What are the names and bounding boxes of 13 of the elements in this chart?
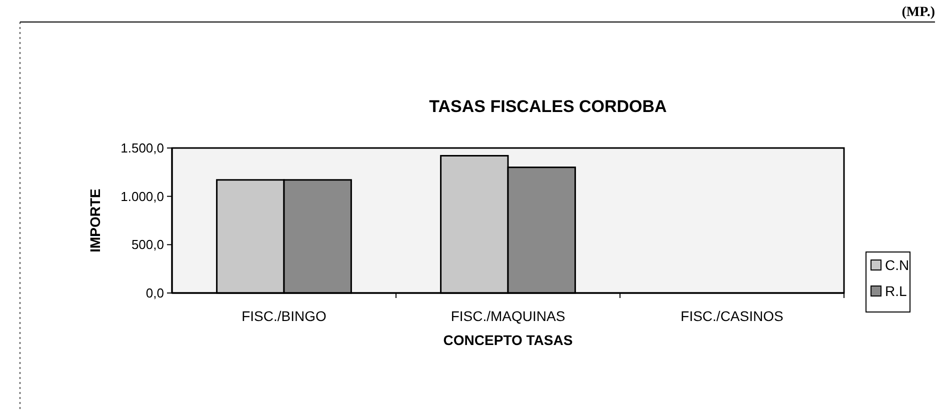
chart-title: TASAS FISCALES CORDOBA [429,97,667,116]
text: (MP.) [902,5,936,20]
y-tick-label: 1.500,0 [120,140,164,156]
x-axis-title: CONCEPTO TASAS [443,332,573,348]
legend-label: C.N [885,256,910,273]
legend-label: R.L [885,282,907,299]
y-tick-label: 1.000,0 [120,188,164,204]
y-tick-label: 500,0 [131,237,164,252]
x-tick-label: FISC./BINGO [242,308,326,324]
x-tick-label: FISC./CASINOS [680,308,784,324]
y-axis-title: IMPORTE [87,188,103,252]
y-tick-label: 0,0 [146,286,164,301]
x-tick-label: FISC./MAQUINAS [450,308,566,324]
